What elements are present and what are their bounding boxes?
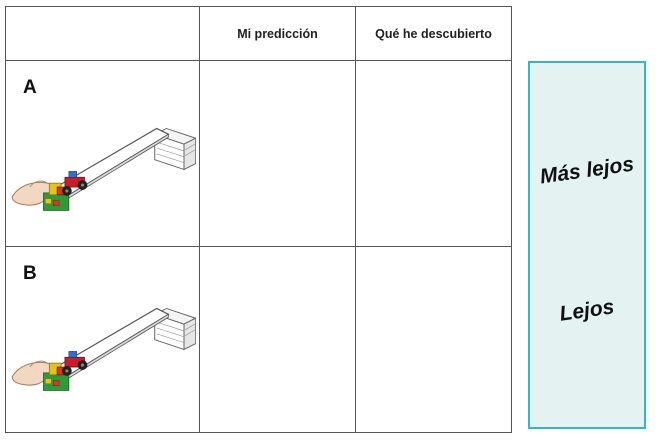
table-row-a: A [5,60,512,247]
discovery-cell-a[interactable] [355,60,512,247]
trial-column-header [5,6,200,61]
far-label: Más lejos [538,152,636,189]
trial-cell-b: B [5,246,200,433]
car-on-ramp-image [10,107,196,229]
trial-label-b: B [23,263,37,284]
prediction-cell-a[interactable] [199,60,356,247]
car-on-ramp-image [10,287,196,409]
near-label: Lejos [558,295,616,326]
prediction-column-header: Mi predicción [199,6,356,61]
trial-cell-a: A [5,60,200,247]
discovery-cell-b[interactable] [355,246,512,433]
prediction-cell-b[interactable] [199,246,356,433]
distance-scale-panel: Más lejos Lejos [528,61,646,429]
discovery-column-header: Qué he descubierto [355,6,512,61]
table-header-row: Mi predicción Qué he descubierto [5,6,512,61]
trial-label-a: A [23,77,37,98]
table-row-b: B [5,246,512,433]
experiment-table: Mi predicción Qué he descubierto A B [5,6,512,433]
